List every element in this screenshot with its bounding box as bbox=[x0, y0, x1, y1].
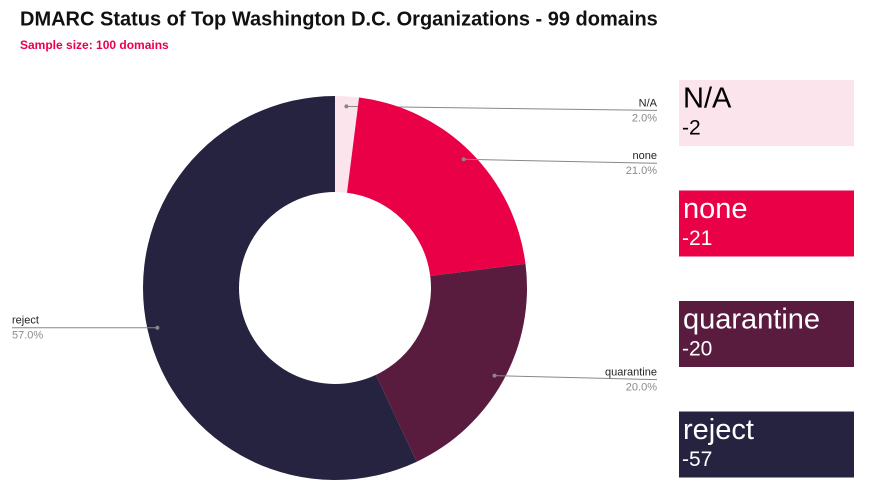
chart-subtitle: Sample size: 100 domains bbox=[20, 38, 169, 52]
donut-slice bbox=[347, 97, 526, 276]
callout-dot bbox=[492, 373, 497, 378]
callout-line bbox=[494, 375, 658, 381]
slice-percent: 21.0% bbox=[626, 165, 657, 177]
slice-label: quarantine bbox=[605, 367, 657, 379]
legend-value: -57 bbox=[682, 448, 712, 471]
legend-name: none bbox=[683, 193, 748, 225]
legend-card bbox=[679, 80, 854, 146]
callout-line bbox=[463, 158, 658, 164]
callout-dot bbox=[155, 325, 160, 330]
donut-slice bbox=[375, 263, 527, 462]
slice-label: N/A bbox=[639, 97, 658, 109]
slice-percent: 57.0% bbox=[12, 330, 43, 342]
legend-card bbox=[679, 301, 854, 367]
legend-value: -2 bbox=[682, 117, 701, 140]
legend-value: -21 bbox=[682, 227, 712, 250]
chart-title: DMARC Status of Top Washington D.C. Orga… bbox=[20, 8, 658, 30]
legend-name: N/A bbox=[683, 83, 732, 115]
slice-percent: 2.0% bbox=[632, 112, 657, 124]
legend-value: -20 bbox=[682, 338, 712, 361]
legend-name: reject bbox=[683, 414, 754, 446]
legend-card bbox=[679, 190, 854, 257]
callout-dot bbox=[461, 157, 466, 162]
legend-card bbox=[679, 411, 854, 478]
legend-name: quarantine bbox=[683, 304, 820, 336]
donut-slice bbox=[335, 96, 360, 193]
slice-percent: 20.0% bbox=[626, 382, 657, 394]
donut-slice bbox=[143, 96, 417, 480]
slice-label: reject bbox=[12, 315, 39, 327]
callout-dot bbox=[344, 104, 349, 109]
slice-label: none bbox=[633, 150, 657, 162]
